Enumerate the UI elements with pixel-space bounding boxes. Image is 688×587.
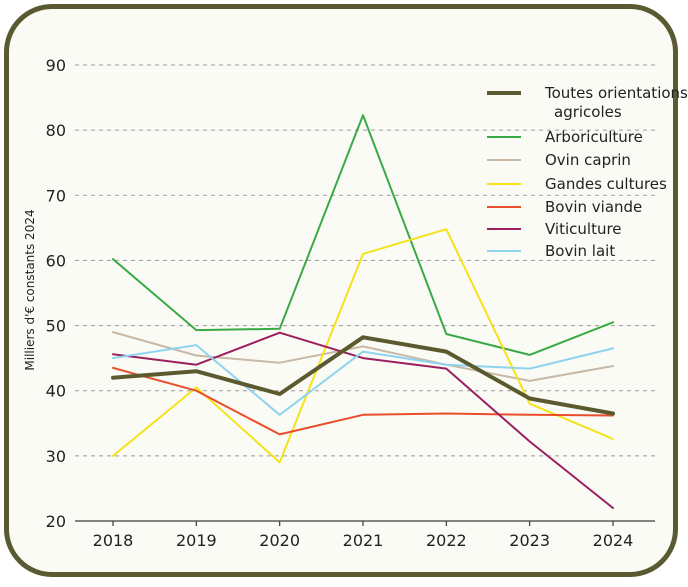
x-tick-label: 2022 [426, 531, 467, 550]
series-line-bovin-lait [112, 344, 614, 416]
legend-label: Bovin lait [545, 242, 615, 260]
y-tick-label: 50 [46, 317, 66, 336]
x-tick-label: 2024 [593, 531, 634, 550]
series-line-gandes-cultures [112, 228, 614, 464]
series-line-arboriculture [112, 114, 614, 356]
chart-card [4, 4, 678, 577]
series-line-toutes-orientations-agricoles [111, 335, 615, 416]
x-tick-labels: 2018 2019 2020 2021 2022 2023 2024 [93, 521, 634, 550]
y-tick-label: 40 [46, 382, 66, 401]
y-tick-label: 90 [46, 56, 66, 75]
series-line-bovin-viande [112, 366, 614, 436]
legend-label: Ovin caprin [545, 151, 631, 169]
y-tick-label: 30 [46, 447, 66, 466]
legend-label: Gandes cultures [545, 175, 667, 193]
legend-label: Viticulture [545, 220, 622, 238]
series-line-ovin-caprin [112, 331, 614, 382]
x-tick-label: 2021 [343, 531, 384, 550]
legend-label: agricoles [554, 103, 622, 121]
y-tick-label: 80 [46, 121, 66, 140]
y-tick-label: 70 [46, 186, 66, 205]
legend-label: Toutes orientations [544, 84, 688, 102]
grid-lines [75, 64, 655, 457]
y-tick-label: 60 [46, 251, 66, 270]
legend-label: Bovin viande [545, 198, 642, 216]
x-tick-label: 2019 [176, 531, 217, 550]
x-tick-label: 2023 [509, 531, 550, 550]
y-tick-label: 20 [46, 512, 66, 531]
x-tick-label: 2020 [259, 531, 300, 550]
legend-label: Arboriculture [545, 128, 643, 146]
series-line-viticulture [112, 331, 614, 509]
series-lines [111, 114, 615, 509]
y-tick-labels: 20 30 40 50 60 70 80 90 [46, 56, 66, 531]
x-tick-label: 2018 [93, 531, 134, 550]
y-axis-label: Milliers d'€ constants 2024 [23, 209, 37, 370]
